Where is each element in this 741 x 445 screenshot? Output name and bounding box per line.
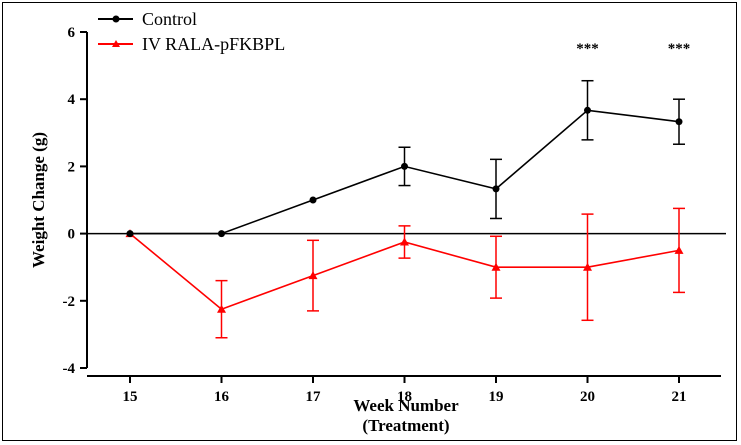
legend-label-iv-rala: IV RALA-pFKBPL bbox=[142, 34, 285, 54]
series-iv-rala-pfkbpl bbox=[125, 207, 685, 339]
x-tick-label: 16 bbox=[214, 389, 230, 405]
y-tick-label: -2 bbox=[63, 294, 76, 310]
x-tick-label: 17 bbox=[306, 389, 322, 405]
axes: -4 -2 0 2 4 6 15 16 17 18 19 20 21 bbox=[63, 25, 721, 405]
data-point bbox=[218, 230, 225, 238]
data-point bbox=[217, 304, 226, 313]
x-axis-title-line1: Week Number bbox=[353, 396, 459, 415]
x-tick-label: 15 bbox=[123, 389, 138, 405]
y-tick-label: -4 bbox=[63, 361, 76, 377]
y-axis-title: Weight Change (g) bbox=[29, 132, 48, 268]
chart-frame bbox=[2, 2, 737, 441]
series-layer: *** *** bbox=[125, 41, 691, 339]
data-point bbox=[583, 262, 592, 271]
series-control bbox=[126, 79, 685, 238]
data-point bbox=[126, 230, 134, 238]
significance-annotation: *** bbox=[576, 41, 599, 57]
significance-annotation: *** bbox=[668, 41, 691, 57]
data-point bbox=[308, 271, 318, 280]
data-point bbox=[492, 185, 500, 193]
data-point bbox=[675, 118, 683, 126]
legend-label-control: Control bbox=[142, 9, 197, 29]
data-point bbox=[674, 245, 684, 254]
data-point bbox=[309, 196, 317, 204]
data-point bbox=[401, 162, 408, 170]
legend: Control IV RALA-pFKBPL bbox=[98, 9, 285, 54]
data-point bbox=[491, 262, 501, 271]
data-point bbox=[584, 106, 591, 114]
x-tick-label: 18 bbox=[397, 389, 412, 405]
x-tick-label: 19 bbox=[489, 389, 504, 405]
x-tick-label: 20 bbox=[580, 389, 595, 405]
y-tick-label: 6 bbox=[68, 25, 76, 41]
y-tick-label: 4 bbox=[68, 92, 76, 108]
legend-marker-iv-rala bbox=[112, 40, 120, 47]
x-axis-title-line2: (Treatment) bbox=[362, 416, 449, 435]
y-tick-label: 0 bbox=[68, 227, 76, 243]
x-tick-label: 21 bbox=[672, 389, 687, 405]
data-point bbox=[400, 237, 409, 246]
y-tick-label: 2 bbox=[68, 159, 76, 175]
legend-marker-control bbox=[112, 15, 120, 23]
